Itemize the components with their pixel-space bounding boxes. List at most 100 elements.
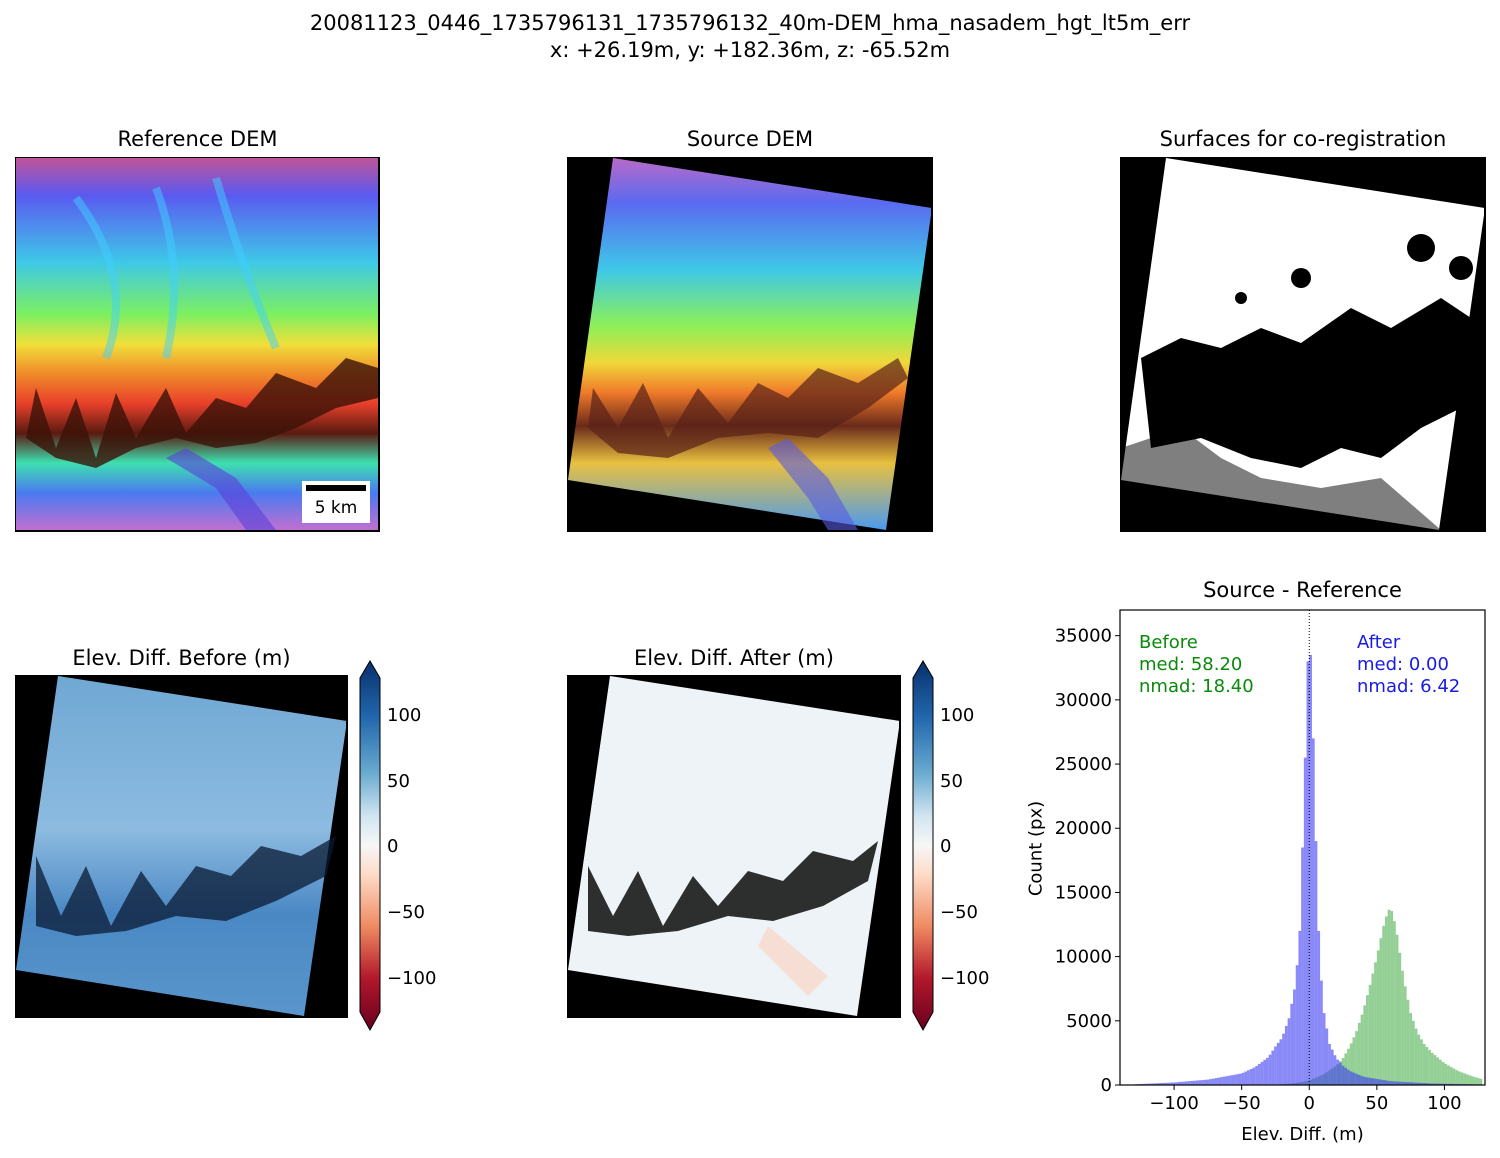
histogram-bar-before <box>1436 1057 1440 1085</box>
diff-before-image <box>16 676 346 1016</box>
histogram-bar-before <box>1352 1037 1356 1085</box>
histogram-bar-after <box>1330 1049 1334 1085</box>
histogram-bar-after <box>1228 1075 1231 1085</box>
cbar-after-tick: 100 <box>940 705 975 726</box>
histogram-bar-after <box>1317 930 1321 1085</box>
x-tick-label: −100 <box>1149 1093 1198 1114</box>
histogram-bar-after <box>1384 1080 1388 1085</box>
y-tick-label: 5000 <box>1066 1011 1112 1032</box>
histogram-bar-before <box>1433 1055 1437 1085</box>
histogram-bar-after <box>1193 1080 1196 1085</box>
histogram-bar-after <box>1152 1083 1156 1085</box>
histogram-bar-after <box>1325 1028 1329 1085</box>
histogram-bar-after <box>1257 1063 1261 1085</box>
after-annotation: After med: 0.00 nmad: 6.42 <box>1357 632 1460 698</box>
source-dem-image <box>568 158 931 530</box>
figure-subtitle: x: +26.19m, y: +182.36m, z: -65.52m <box>549 38 951 62</box>
histogram-bar-after <box>1390 1081 1394 1085</box>
x-tick-label: 100 <box>1427 1093 1461 1114</box>
histogram-bar-before <box>1409 1013 1412 1085</box>
x-tick-label: −50 <box>1223 1093 1261 1114</box>
histogram-bar-after <box>1263 1059 1266 1085</box>
histogram-bar-after <box>1230 1075 1234 1085</box>
histogram-bar-after <box>1184 1081 1188 1085</box>
x-tick-label: 50 <box>1365 1093 1388 1114</box>
histogram-bars <box>1133 654 1483 1085</box>
histogram-bar-after <box>1382 1080 1385 1085</box>
histogram-bar-before <box>1444 1063 1448 1085</box>
histogram-bar-before <box>1417 1034 1421 1085</box>
histogram-bar-after <box>1422 1083 1426 1085</box>
histogram-bar-after <box>1203 1079 1207 1085</box>
histogram-bar-after <box>1247 1070 1250 1085</box>
histogram-bar-before <box>1412 1020 1415 1085</box>
histogram-bar-after <box>1190 1080 1193 1085</box>
histogram-bar-after <box>1360 1076 1364 1085</box>
histogram-bar-before <box>1474 1077 1477 1085</box>
histogram-bar-after <box>1428 1083 1431 1085</box>
histogram-bar-after <box>1357 1074 1361 1085</box>
histogram-bar-after <box>1433 1083 1437 1085</box>
histogram-bar-after <box>1147 1083 1150 1085</box>
histogram-bar-after <box>1238 1073 1242 1085</box>
y-axis-label: Count (px) <box>1025 800 1047 897</box>
scalebar-label: 5 km <box>314 498 358 518</box>
histogram-bar-after <box>1276 1042 1280 1085</box>
cbar-after-tick: −50 <box>940 902 978 923</box>
after-label: After <box>1357 632 1401 653</box>
before-annotation: Before med: 58.20 nmad: 18.40 <box>1139 632 1254 698</box>
histogram-bar-after <box>1368 1077 1372 1085</box>
histogram-bar-after <box>1441 1083 1445 1085</box>
x-tick-label: 0 <box>1304 1093 1315 1114</box>
histogram-bar-after <box>1328 1043 1331 1085</box>
histogram-bar-after <box>1322 1013 1326 1085</box>
y-tick-label: 10000 <box>1055 947 1112 968</box>
histogram-bar-after <box>1163 1082 1166 1085</box>
histogram-bar-after <box>1401 1081 1404 1085</box>
histogram-bar-after <box>1355 1073 1358 1085</box>
histogram-bar-after <box>1179 1081 1183 1085</box>
histogram-bar-after <box>1395 1081 1399 1085</box>
histogram-bar-before <box>1447 1065 1450 1085</box>
histogram-bar-before <box>1349 1043 1353 1085</box>
histogram-bar-before <box>1479 1078 1483 1085</box>
cbar-after-tick: 50 <box>940 771 963 792</box>
histogram-bar-before <box>1403 986 1407 1085</box>
histogram-bar-after <box>1320 980 1323 1085</box>
histogram-bar-before <box>1357 1022 1361 1085</box>
histogram-bar-after <box>1274 1046 1277 1085</box>
histogram-bar-after <box>1371 1078 1375 1085</box>
histogram-bar-before <box>1387 909 1391 1085</box>
histogram-bar-after <box>1439 1083 1442 1085</box>
histogram-bar-before <box>1393 921 1396 1085</box>
after-median: med: 0.00 <box>1357 654 1449 675</box>
histogram-bar-after <box>1420 1082 1423 1085</box>
histogram-bar-after <box>1409 1082 1412 1085</box>
histogram-bar-before <box>1355 1031 1358 1085</box>
histogram-bar-after <box>1279 1039 1283 1085</box>
histogram-bar-after <box>1363 1076 1367 1085</box>
histogram-bar-after <box>1198 1080 1202 1085</box>
histogram-bar-before <box>1463 1073 1467 1085</box>
reference-dem-map: 5 km <box>15 157 380 532</box>
histogram-bar-before <box>1455 1070 1458 1085</box>
histogram-bar-before <box>1439 1059 1442 1085</box>
histogram-bar-before <box>1422 1043 1426 1085</box>
histogram-bar-after <box>1393 1081 1396 1085</box>
histogram-bar-after <box>1160 1083 1164 1085</box>
histogram-bar-before <box>1420 1039 1423 1085</box>
figure-title: 20081123_0446_1735796131_1735796132_40m-… <box>309 11 1191 35</box>
histogram-bar-after <box>1206 1079 1210 1085</box>
histogram-bar-before <box>1452 1068 1456 1085</box>
histogram-bar-after <box>1414 1082 1418 1085</box>
histogram-bar-after <box>1176 1082 1180 1085</box>
histogram-bar-after <box>1333 1055 1337 1085</box>
histogram-bar-after <box>1301 847 1304 1085</box>
y-tick-label: 35000 <box>1055 626 1112 647</box>
y-tick-label: 25000 <box>1055 754 1112 775</box>
histogram-bar-after <box>1233 1074 1237 1085</box>
histogram-bar-after <box>1366 1077 1369 1085</box>
histogram-bar-after <box>1244 1071 1248 1085</box>
histogram-bar-after <box>1425 1083 1429 1085</box>
y-tick-label: 30000 <box>1055 690 1112 711</box>
